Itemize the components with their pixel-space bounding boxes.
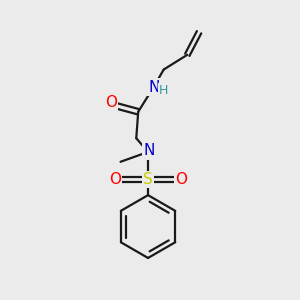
Text: O: O [176,172,188,187]
Text: N: N [143,143,155,158]
Text: N: N [148,80,160,95]
Text: H: H [159,84,168,97]
Text: S: S [143,172,153,187]
Text: O: O [109,172,121,187]
Text: O: O [105,95,117,110]
